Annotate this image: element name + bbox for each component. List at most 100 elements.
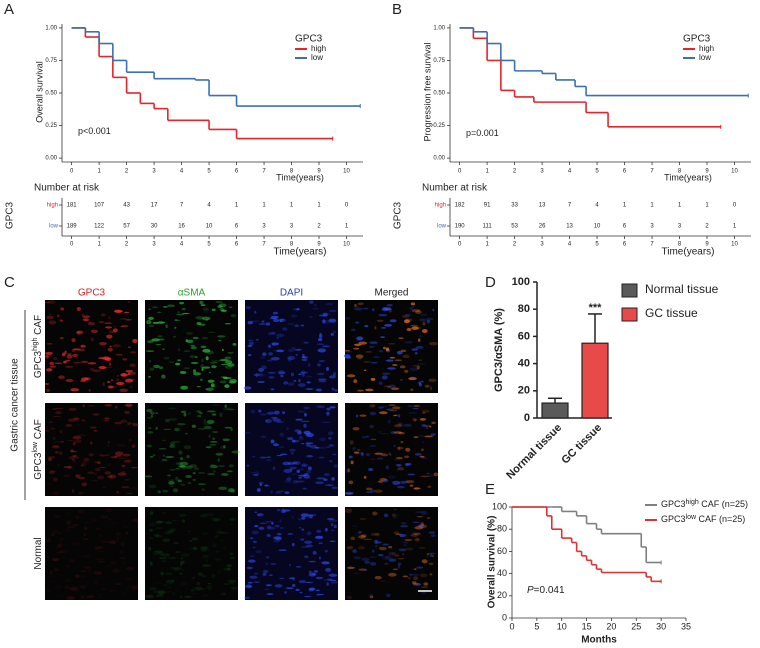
micrograph-texture <box>276 349 285 353</box>
micrograph-texture <box>314 304 317 306</box>
micrograph-texture <box>52 415 62 417</box>
micrograph-texture <box>374 533 380 536</box>
legend-title: GPC3 <box>683 34 711 45</box>
micrograph-texture <box>223 445 226 449</box>
micrograph-texture <box>287 382 295 386</box>
x-tick-label: 1 <box>97 169 101 175</box>
legend-label: low <box>311 53 323 62</box>
micrograph-texture <box>247 339 254 341</box>
micrograph-texture <box>408 412 418 414</box>
micrograph-texture <box>399 535 403 537</box>
micrograph-texture <box>129 422 136 424</box>
y-axis-label: GPC3/αSMA (%) <box>493 308 505 392</box>
column-header: Merged <box>375 288 409 299</box>
micrograph-texture <box>305 443 311 447</box>
micrograph-texture <box>302 373 305 377</box>
micrograph-texture <box>398 337 404 339</box>
micrograph-texture <box>423 582 429 586</box>
micrograph-texture <box>419 455 425 458</box>
micrograph-texture <box>430 433 436 436</box>
micrograph-texture <box>421 586 429 588</box>
micrograph-texture <box>81 461 87 466</box>
micrograph-texture <box>278 318 286 323</box>
micrograph-texture <box>192 576 195 580</box>
micrograph-texture <box>182 569 185 572</box>
micrograph-texture <box>97 595 103 600</box>
micrograph-texture <box>219 380 227 384</box>
micrograph-texture <box>303 473 309 477</box>
micrograph-texture <box>258 323 266 325</box>
micrograph-texture <box>55 585 63 589</box>
micrograph <box>144 403 241 496</box>
micrograph-texture <box>76 330 83 335</box>
micrograph-texture <box>348 480 354 485</box>
micrograph-texture <box>398 548 407 551</box>
micrograph-texture <box>380 453 389 457</box>
micrograph-texture <box>46 589 51 593</box>
micrograph-texture <box>425 426 429 430</box>
micrograph-texture <box>304 555 309 559</box>
micrograph-texture <box>88 569 92 574</box>
micrograph-texture <box>296 565 302 568</box>
micrograph-texture <box>411 568 417 571</box>
risk-count: 53 <box>511 224 518 230</box>
micrograph-texture <box>220 473 229 476</box>
micrograph-texture <box>295 418 303 421</box>
panel-label: D <box>485 274 496 291</box>
micrograph-texture <box>181 307 186 311</box>
micrograph-texture <box>265 322 271 326</box>
micrograph-texture <box>130 466 138 469</box>
micrograph-texture <box>364 560 371 564</box>
risk-x-tick-label: 9 <box>705 242 709 248</box>
x-tick-label: 0 <box>70 169 74 175</box>
micrograph-texture <box>154 533 160 537</box>
micrograph-texture <box>47 300 56 305</box>
legend-label: high <box>311 44 326 53</box>
micrograph-texture <box>87 362 97 365</box>
x-tick-label: 0 <box>509 621 514 631</box>
micrograph-texture <box>260 373 266 376</box>
micrograph-texture <box>365 388 374 392</box>
micrograph-texture <box>322 579 332 581</box>
micrograph-texture <box>56 544 62 548</box>
y-tick-label: 20 <box>518 385 530 397</box>
micrograph-texture <box>121 464 126 468</box>
micrograph-texture <box>326 582 329 586</box>
micrograph-texture <box>100 313 106 317</box>
micrograph-texture <box>74 474 82 478</box>
micrograph-texture <box>266 359 273 362</box>
micrograph-texture <box>148 546 152 551</box>
micrograph-texture <box>197 414 202 418</box>
micrograph-texture <box>410 376 415 379</box>
micrograph-texture <box>306 531 312 536</box>
risk-count: 3 <box>678 224 682 230</box>
legend-sup: high <box>686 499 699 506</box>
micrograph-texture <box>276 454 283 457</box>
micrograph-texture <box>357 530 363 534</box>
micrograph-texture <box>358 341 367 345</box>
micrograph-texture <box>399 533 407 538</box>
micrograph-texture <box>300 420 310 423</box>
micrograph-bg <box>245 507 338 600</box>
micrograph-texture <box>397 467 405 471</box>
micrograph-texture <box>219 412 223 417</box>
micrograph-texture <box>379 477 387 482</box>
micrograph-texture <box>104 404 113 407</box>
micrograph-texture <box>393 508 398 510</box>
micrograph-texture <box>125 369 133 373</box>
micrograph-texture <box>211 404 221 406</box>
micrograph-texture <box>114 582 123 586</box>
micrograph-texture <box>221 348 224 351</box>
micrograph-texture <box>153 552 159 555</box>
micrograph-texture <box>259 413 268 416</box>
micrograph-texture <box>70 449 74 452</box>
micrograph-texture <box>316 529 322 533</box>
micrograph-texture <box>428 378 437 383</box>
micrograph-texture <box>149 587 157 591</box>
micrograph-texture <box>168 361 175 363</box>
micrograph-texture <box>272 418 282 422</box>
micrograph-texture <box>308 466 312 471</box>
micrograph-texture <box>185 332 194 335</box>
micrograph-texture <box>262 569 269 574</box>
micrograph-texture <box>164 591 173 593</box>
